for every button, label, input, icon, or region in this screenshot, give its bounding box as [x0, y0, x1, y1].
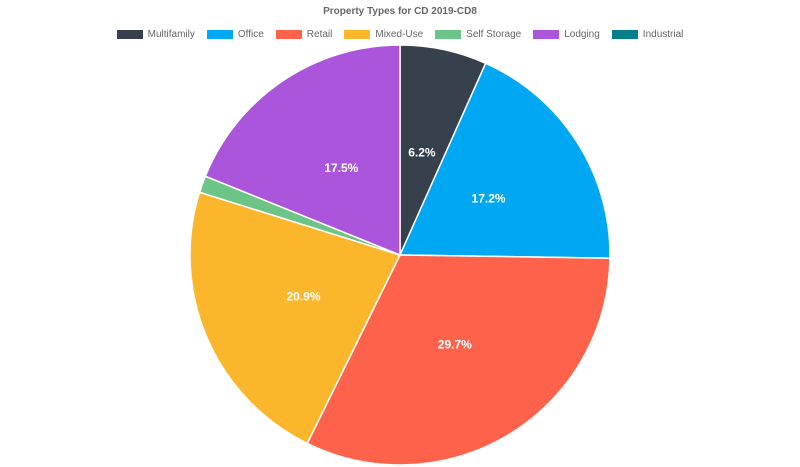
- slice-label-lodging: 17.5%: [324, 161, 358, 175]
- legend-swatch: [533, 29, 560, 39]
- legend-label: Mixed-Use: [375, 28, 424, 40]
- pie-slice-lodging[interactable]: [204, 44, 401, 257]
- slice-label-mixed-use: 20.9%: [286, 289, 320, 303]
- legend-label: Lodging: [564, 28, 600, 40]
- legend-item-mixed-use[interactable]: Mixed-Use: [344, 29, 423, 40]
- chart-title: Property Types for CD 2019-CD8: [323, 6, 477, 17]
- legend-label: Office: [237, 28, 264, 40]
- pie-slices: [189, 44, 611, 466]
- slice-label-office: 17.2%: [472, 192, 506, 206]
- legend-label: Retail: [306, 28, 333, 40]
- legend-label: Self Storage: [466, 28, 522, 40]
- legend-item-retail[interactable]: Retail: [275, 28, 333, 40]
- legend-item-lodging[interactable]: Lodging: [533, 29, 600, 40]
- legend-item-industrial[interactable]: Industrial: [611, 28, 684, 40]
- pie-slice-office[interactable]: [398, 62, 611, 259]
- pie-slice-retail[interactable]: [306, 254, 611, 466]
- slice-label-retail: 29.7%: [438, 338, 472, 352]
- legend-label: Industrial: [642, 28, 684, 40]
- legend-swatch: [344, 29, 371, 39]
- slice-label-multifamily: 6.2%: [408, 145, 436, 159]
- legend-swatch: [206, 29, 233, 39]
- legend-item-office[interactable]: Office: [206, 28, 264, 40]
- legend-swatch: [116, 29, 143, 39]
- pie-labels: 6.2% 17.2% 29.7% 20.9% 17.5%: [286, 145, 505, 351]
- legend-swatch: [275, 29, 302, 39]
- legend-swatch: [611, 29, 638, 39]
- legend-swatch: [435, 29, 462, 39]
- legend-item-multifamily[interactable]: Multifamily: [116, 28, 195, 40]
- legend: Multifamily Office Retail Mixed-Use Self Sto…: [0, 28, 800, 40]
- legend-item-self-storage[interactable]: Self Storage: [435, 29, 521, 40]
- pie-slice-mixed-use[interactable]: [189, 191, 402, 445]
- legend-label: Multifamily: [147, 28, 195, 40]
